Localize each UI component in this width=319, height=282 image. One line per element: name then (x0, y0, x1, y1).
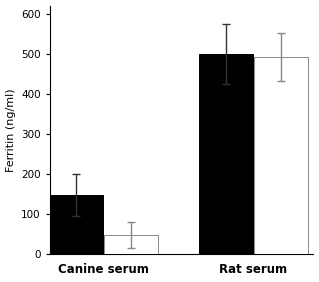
Bar (49, 195, 103, 254)
Bar (199, 54, 253, 254)
Text: a: a (90, 210, 97, 220)
Bar (254, 57, 308, 254)
Bar (104, 235, 158, 254)
Y-axis label: Ferritin (ng/ml): Ferritin (ng/ml) (5, 88, 16, 172)
